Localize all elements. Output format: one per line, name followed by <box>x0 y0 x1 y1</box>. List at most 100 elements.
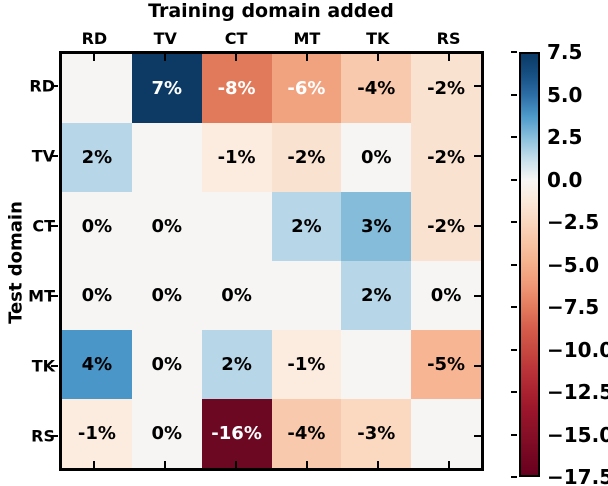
heatmap-cell-RS-MT: -4% <box>271 399 342 468</box>
colorbar-tick-label: −17.5 <box>547 465 608 486</box>
colorbar-tick-label: −2.5 <box>547 210 600 234</box>
tick-bottom <box>305 461 308 468</box>
tick-right <box>474 85 481 87</box>
heatmap-cell-MT-TK: 2% <box>341 261 412 330</box>
colorbar-tick-label: 5.0 <box>547 82 583 107</box>
heatmap-cell-TK-RS: -5% <box>411 330 481 399</box>
tick-right <box>474 295 481 297</box>
heatmap-cell-RS-TK: -3% <box>341 399 412 468</box>
heatmap-cell-RD-CT: -8% <box>201 54 272 123</box>
colorbar-tick-label: −7.5 <box>547 295 600 319</box>
heatmap-cell-CT-TV: 0% <box>131 192 202 261</box>
heatmap-cell-MT-TV: 0% <box>131 261 202 330</box>
row-label-TK: TK <box>31 356 55 376</box>
colorbar-tick-label: −12.5 <box>547 380 608 404</box>
colorbar-tick <box>511 391 517 393</box>
row-label-RD: RD <box>29 76 55 96</box>
heatmap-cell-MT-MT <box>271 261 342 330</box>
heatmap-cell-RD-TK: -4% <box>341 54 412 123</box>
heatmap-cell-TK-CT: 2% <box>201 330 272 399</box>
tick-left <box>51 295 58 297</box>
heatmap-cell-RS-CT: -16% <box>201 399 272 468</box>
colorbar-tick-label: −5.0 <box>547 252 600 277</box>
tick-bottom <box>235 461 238 468</box>
heatmap-cell-MT-RS: 0% <box>411 261 481 330</box>
heatmap-cell-CT-TK: 3% <box>341 192 412 261</box>
colorbar-tick-label: −10.0 <box>547 337 608 362</box>
heatmap-cell-TV-RD: 2% <box>62 123 132 192</box>
tick-top <box>235 54 238 61</box>
heatmap-cell-TK-RD: 4% <box>62 330 132 399</box>
tick-left <box>51 85 58 87</box>
heatmap-cell-CT-RS: -2% <box>411 192 481 261</box>
colorbar-tick <box>511 263 517 266</box>
colorbar-tick <box>511 221 517 223</box>
tick-right <box>474 225 481 227</box>
heatmap-cell-TV-MT: -2% <box>271 123 342 192</box>
tick-right <box>474 155 481 157</box>
tick-left <box>51 155 58 157</box>
colorbar-tick-label: 0.0 <box>547 167 583 192</box>
tick-right <box>474 365 481 367</box>
y-axis-label: Test domain <box>5 201 27 324</box>
col-label-TK: TK <box>366 29 390 48</box>
heatmap-cell-RS-TV: 0% <box>131 399 202 468</box>
heatmap-cell-MT-RD: 0% <box>62 261 132 330</box>
tick-top <box>164 54 167 61</box>
heatmap-cell-CT-RD: 0% <box>62 192 132 261</box>
colorbar-tick <box>511 93 517 96</box>
colorbar-tick-label: −15.0 <box>547 422 608 447</box>
heatmap-cell-CT-MT: 2% <box>271 192 342 261</box>
tick-top <box>93 54 96 61</box>
heatmap-cell-TV-TV <box>131 123 202 192</box>
tick-right <box>474 435 481 437</box>
tick-bottom <box>93 461 96 468</box>
col-label-TV: TV <box>153 29 177 48</box>
heatmap-cell-TV-TK: 0% <box>341 123 412 192</box>
heatmap-cell-CT-CT <box>201 192 272 261</box>
heatmap-cell-TV-CT: -1% <box>201 123 272 192</box>
colorbar-tick <box>511 476 517 478</box>
heatmap-cell-RS-RD: -1% <box>62 399 132 468</box>
colorbar <box>519 52 540 477</box>
tick-bottom <box>447 461 450 468</box>
heatmap-cell-MT-CT: 0% <box>201 261 272 330</box>
heatmap-cell-TK-TV: 0% <box>131 330 202 399</box>
tick-top <box>447 54 450 61</box>
colorbar-tick <box>511 433 517 436</box>
heatmap-cell-TK-MT: -1% <box>271 330 342 399</box>
colorbar-tick <box>511 51 517 53</box>
heatmap-grid: 7% -8% -6% -4% -2% 2% -1% -2% 0% -2% 0% 0% 2% 3% -2% 0%… <box>62 54 481 468</box>
colorbar-tick <box>511 306 517 308</box>
tick-top <box>376 54 379 61</box>
heatmap-cell-RD-RS: -2% <box>411 54 481 123</box>
colorbar-tick <box>511 348 517 351</box>
row-label-TV: TV <box>31 146 55 166</box>
col-label-RD: RD <box>81 29 108 48</box>
tick-left <box>51 225 58 227</box>
col-label-RS: RS <box>436 29 461 48</box>
tick-bottom <box>164 461 167 468</box>
tick-left <box>51 435 58 437</box>
col-label-CT: CT <box>224 29 248 48</box>
heatmap-cell-RD-RD <box>62 54 132 123</box>
colorbar-tick-label: 2.5 <box>547 125 583 149</box>
colorbar-tick <box>511 136 517 138</box>
heatmap-cell-RS-RS <box>411 399 481 468</box>
heatmap-cell-TV-RS: -2% <box>411 123 481 192</box>
chart-title: Training domain added <box>148 0 394 22</box>
row-label-CT: CT <box>32 216 55 236</box>
tick-left <box>51 365 58 367</box>
tick-bottom <box>376 461 379 468</box>
heatmap-cell-TK-TK <box>341 330 412 399</box>
colorbar-tick <box>511 178 517 181</box>
heatmap-frame: 7% -8% -6% -4% -2% 2% -1% -2% 0% -2% 0% 0% 2% 3% -2% 0%… <box>59 51 484 471</box>
row-label-MT: MT <box>28 286 55 306</box>
colorbar-tick-label: 7.5 <box>547 40 583 64</box>
row-label-RS: RS <box>31 426 55 446</box>
col-label-MT: MT <box>293 29 321 48</box>
tick-top <box>305 54 308 61</box>
heatmap-cell-RD-MT: -6% <box>271 54 342 123</box>
heatmap-cell-RD-TV: 7% <box>131 54 202 123</box>
